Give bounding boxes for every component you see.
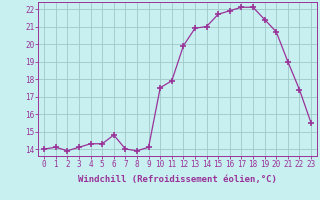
X-axis label: Windchill (Refroidissement éolien,°C): Windchill (Refroidissement éolien,°C)	[78, 175, 277, 184]
